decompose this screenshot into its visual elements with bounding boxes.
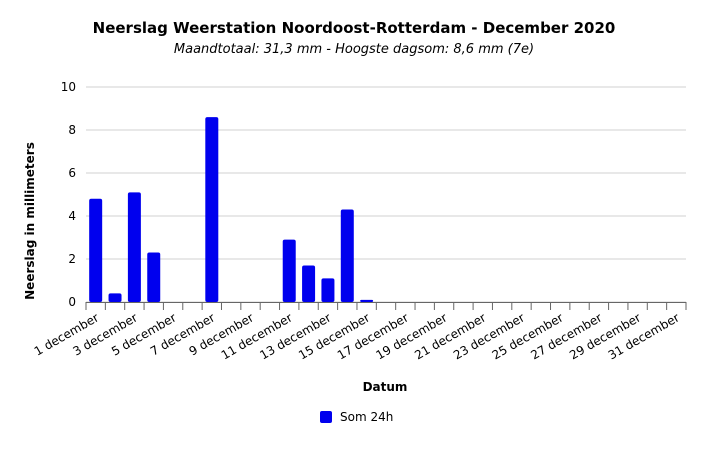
x-axis-title: Datum [363,380,408,394]
bar [340,209,354,302]
bar [321,278,335,302]
y-tick-label: 2 [68,252,76,266]
y-tick-label: 10 [61,80,76,94]
bar [205,117,219,302]
bar [127,192,141,302]
y-tick-label: 6 [68,166,76,180]
y-tick-label: 8 [68,123,76,137]
bar [360,299,374,302]
bar [147,252,161,302]
y-axis-title: Neerslag in millimeters [23,142,37,300]
legend-swatch [320,411,332,423]
y-tick-label: 0 [68,295,76,309]
bar [302,265,316,302]
bar [89,198,103,302]
y-tick-label: 4 [68,209,76,223]
bar [282,239,296,302]
chart-title: Neerslag Weerstation Noordoost-Rotterdam… [93,19,616,37]
legend-label: Som 24h [340,410,393,424]
bar [108,293,122,302]
chart-subtitle: Maandtotaal: 31,3 mm - Hoogste dagsom: 8… [174,42,534,57]
